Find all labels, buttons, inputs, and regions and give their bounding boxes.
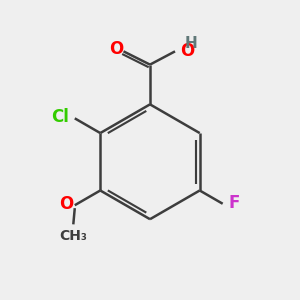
Text: CH₃: CH₃ [59,229,87,243]
Text: O: O [59,195,73,213]
Text: O: O [109,40,123,58]
Text: F: F [229,194,240,211]
Text: H: H [185,37,198,52]
Text: Cl: Cl [52,108,70,126]
Text: O: O [180,42,195,60]
